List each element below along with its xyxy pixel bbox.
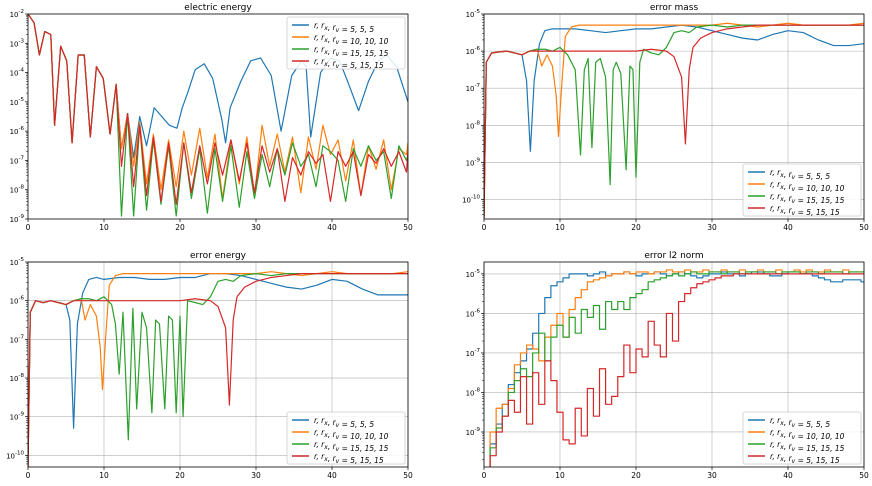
x-tick-label: 10 [99,471,109,480]
y-tick-label: 10-8 [466,120,481,130]
y-tick-label: 10-10 [462,195,480,205]
legend: r, rx, rv = 5, 5, 5r, rx, rv = 10, 10, 1… [286,411,406,465]
y-tick-label: 10-3 [10,38,25,48]
legend-label: r, rx, rv = 5, 15, 15 [314,452,384,465]
x-tick-label: 50 [859,223,869,232]
series-line [484,24,864,219]
axes-frame [483,13,865,220]
chart-title: error mass [650,3,699,13]
x-tick-label: 10 [99,223,109,232]
x-tick-label: 0 [482,223,487,232]
legend-label: r, rx, rv = 5, 5, 5 [314,416,374,429]
axes-frame [27,13,409,220]
y-tick-label: 10-5 [466,9,481,19]
series-line [28,14,408,205]
y-tick-label: 10-6 [466,46,481,56]
y-tick-label: 10-7 [466,348,481,358]
x-tick-label: 40 [327,223,337,232]
legend: r, rx, rv = 5, 5, 5r, rx, rv = 10, 10, 1… [742,163,862,217]
y-tick-label: 10-6 [10,126,25,136]
x-tick-label: 20 [175,471,185,480]
series-line [28,273,408,467]
legend-box [286,411,406,465]
series-line [489,271,864,467]
y-tick-label: 10-8 [466,387,481,397]
x-tick-label: 30 [707,471,717,480]
legend-label: r, rx, rv = 15, 15, 15 [770,192,845,205]
x-tick-label: 0 [26,471,31,480]
legend-box [286,16,406,70]
axes-frame [27,261,409,468]
x-tick-label: 20 [631,223,641,232]
y-tick-label: 10-4 [10,68,25,78]
x-tick-label: 0 [482,471,487,480]
series-line [489,273,864,467]
legend-box [742,163,862,217]
y-tick-label: 10-8 [10,373,25,383]
x-tick-label: 30 [251,471,261,480]
chart-panel-3: error energy 0 10 20 30 40 50 10-10 10-9 10-8 10-7… [6,251,413,480]
y-tick-label: 10-5 [466,269,481,279]
x-tick-label: 10 [555,471,565,480]
x-tick-label: 50 [403,471,413,480]
legend-label: r, rx, rv = 5, 15, 15 [314,57,384,70]
x-tick-label: 10 [555,223,565,232]
x-tick-label: 40 [783,471,793,480]
chart-panel-1: electric energy 0 10 20 30 40 50 10-9 10-8 10-7 10… [10,3,413,232]
x-tick-label: 50 [859,471,869,480]
x-tick-label: 20 [175,223,185,232]
legend-label: r, rx, rv = 5, 5, 5 [770,168,830,181]
legend-label: r, rx, rv = 15, 15, 15 [314,45,389,58]
legend-label: r, rx, rv = 5, 5, 5 [770,416,830,429]
y-tick-label: 10-8 [10,185,25,195]
legend-label: r, rx, rv = 10, 10, 10 [314,33,389,46]
y-tick-label: 10-6 [466,308,481,318]
legend-label: r, rx, rv = 15, 15, 15 [770,440,845,453]
y-tick-label: 10-9 [10,214,25,224]
series-line [28,273,408,467]
x-tick-label: 30 [251,223,261,232]
legend-label: r, rx, rv = 10, 10, 10 [770,428,845,441]
y-tick-label: 10-9 [466,157,481,167]
chart-title: error energy [190,251,247,261]
y-tick-label: 10-10 [6,450,24,460]
x-tick-label: 50 [403,223,413,232]
legend: r, rx, rv = 5, 5, 5r, rx, rv = 10, 10, 1… [742,411,862,465]
y-tick-label: 10-5 [10,97,25,107]
x-tick-label: 30 [707,223,717,232]
legend: r, rx, rv = 5, 5, 5r, rx, rv = 10, 10, 1… [286,16,406,70]
legend-label: r, rx, rv = 5, 15, 15 [770,452,840,465]
x-tick-label: 20 [631,471,641,480]
chart-panel-4: error l2 norm 0 10 20 30 40 50 10-9 10-8 10-7 10-6… [466,251,869,480]
series-line [484,269,864,467]
y-tick-label: 10-7 [10,334,25,344]
legend-label: r, rx, rv = 5, 15, 15 [770,204,840,217]
legend-label: r, rx, rv = 15, 15, 15 [314,440,389,453]
legend-box [742,411,862,465]
chart-title: error l2 norm [644,251,703,261]
x-tick-label: 40 [783,223,793,232]
x-tick-label: 40 [327,471,337,480]
series-line [484,24,864,219]
x-tick-label: 0 [26,223,31,232]
legend-label: r, rx, rv = 10, 10, 10 [770,180,845,193]
y-tick-label: 10-7 [466,83,481,93]
chart-panel-2: error mass 0 10 20 30 40 50 10-10 10-9 10-8 10-7 10… [462,3,869,232]
y-tick-label: 10-9 [10,412,25,422]
axes-frame [483,261,865,468]
legend-label: r, rx, rv = 5, 5, 5 [314,21,374,34]
y-tick-label: 10-9 [466,427,481,437]
y-tick-label: 10-7 [10,155,25,165]
legend-label: r, rx, rv = 10, 10, 10 [314,428,389,441]
y-tick-label: 10-5 [10,257,25,267]
chart-title: electric energy [184,3,252,13]
y-tick-label: 10-6 [10,296,25,306]
y-tick-label: 10-2 [10,9,24,19]
